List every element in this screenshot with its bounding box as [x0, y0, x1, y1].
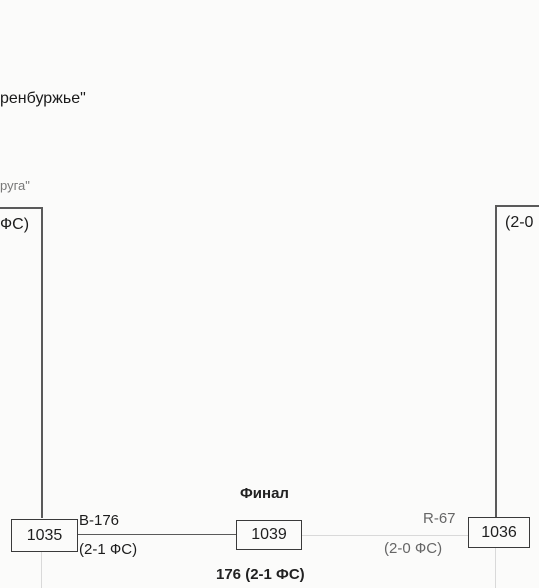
- right-result-score: R-67: [423, 510, 456, 527]
- left-to-final-line: [78, 534, 236, 536]
- match-box-1035[interactable]: 1035: [11, 519, 78, 552]
- match-box-1039[interactable]: 1039: [236, 520, 302, 550]
- left-result-detail: (2-1 ФС): [79, 541, 138, 558]
- final-to-right-line: [302, 535, 468, 536]
- right-result-detail: (2-0 ФС): [384, 540, 443, 557]
- final-result: 176 (2-1 ФС): [216, 566, 305, 583]
- right-bracket-top-line: [495, 205, 539, 207]
- tournament-title: ренбуржье": [0, 90, 86, 107]
- tournament-subtitle: руга": [0, 178, 30, 193]
- match-box-1036[interactable]: 1036: [468, 517, 530, 548]
- right-bracket-vertical-line: [495, 205, 497, 517]
- right-score-fragment: (2-0: [505, 214, 534, 231]
- left-result-score: B-176: [79, 512, 120, 529]
- left-lower-line: [41, 552, 42, 588]
- left-bracket-top-line: [0, 207, 43, 209]
- left-bracket-vertical-line: [41, 207, 43, 518]
- final-label: Финал: [240, 485, 289, 502]
- right-lower-line: [495, 548, 496, 588]
- left-score-fragment: ФС): [0, 216, 30, 233]
